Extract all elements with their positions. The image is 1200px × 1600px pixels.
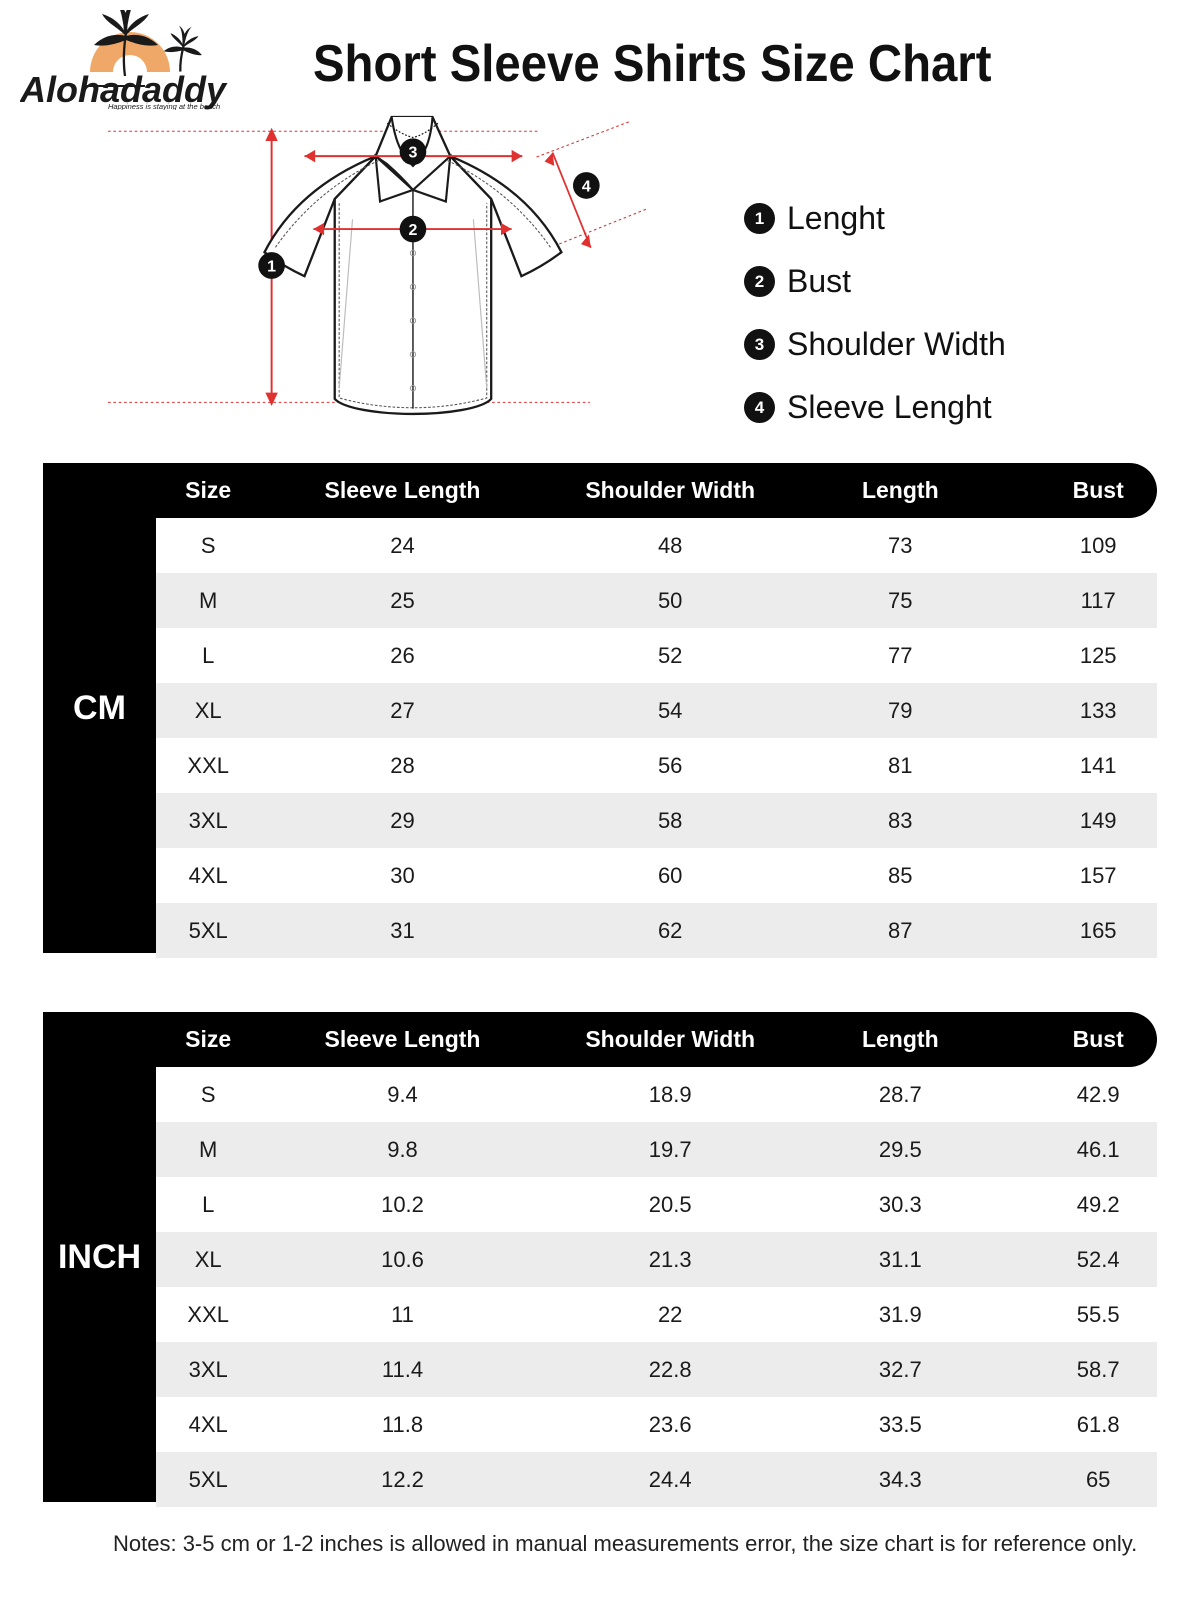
svg-text:2: 2 bbox=[409, 222, 418, 239]
svg-text:4: 4 bbox=[582, 178, 591, 195]
svg-text:1: 1 bbox=[267, 258, 276, 275]
svg-text:3: 3 bbox=[409, 144, 418, 161]
